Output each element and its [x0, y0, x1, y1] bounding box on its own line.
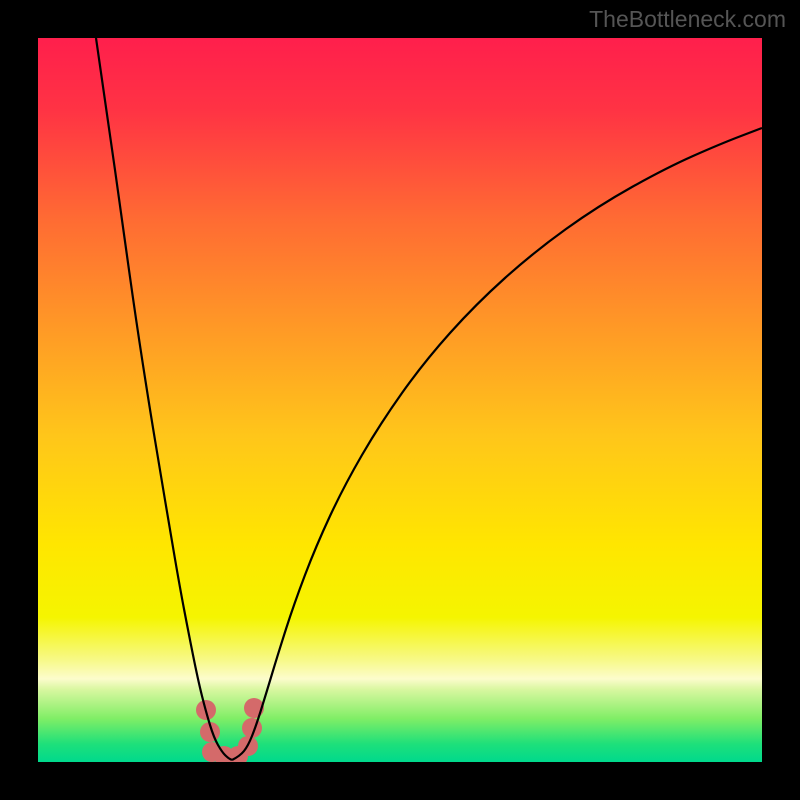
watermark-text: TheBottleneck.com: [589, 6, 786, 33]
bottleneck-curve-chart: [0, 0, 800, 800]
gradient-background: [38, 38, 762, 762]
chart-container: TheBottleneck.com: [0, 0, 800, 800]
